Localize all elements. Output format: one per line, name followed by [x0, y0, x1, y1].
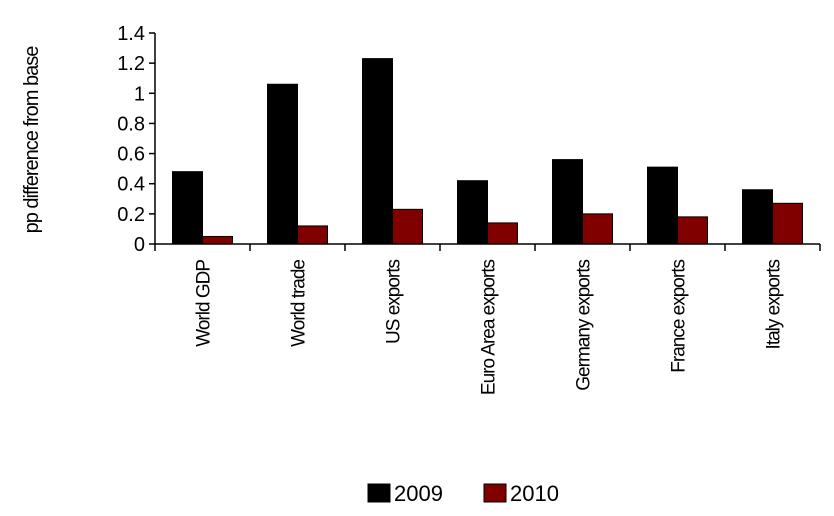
y-tick-label: 0.6	[117, 144, 145, 166]
bar-2009	[457, 180, 488, 245]
x-axis: World GDP World trade US exports Euro Area …	[154, 243, 821, 396]
bar-2010	[772, 202, 803, 245]
x-category-label: World GDP	[194, 260, 215, 347]
bar-2010	[582, 213, 613, 245]
y-tick-label: 0	[134, 234, 145, 256]
y-tick-label: 1.4	[117, 23, 145, 45]
bar-2009	[172, 171, 203, 245]
bar-2010	[297, 225, 328, 245]
x-category-label: France exports	[669, 260, 690, 373]
bar-2010	[202, 235, 233, 245]
bar-2010	[392, 208, 423, 245]
y-tick-label: 0.8	[117, 113, 145, 135]
y-tick-label: 1.2	[117, 53, 145, 75]
bar-2009	[647, 166, 678, 245]
y-axis: 0 0.2 0.4 0.6 0.8 1 1.2 1.4	[117, 23, 156, 256]
y-tick-label: 0.2	[117, 204, 145, 226]
x-category-label: Italy exports	[764, 260, 785, 350]
bar-2010	[487, 222, 518, 245]
legend-label-2009: 2009	[394, 481, 443, 506]
legend-swatch-2009	[367, 483, 391, 503]
bar-2009	[742, 189, 773, 245]
legend-swatch-2010	[483, 483, 507, 503]
bar-2009	[362, 58, 393, 245]
bar-2009	[267, 83, 298, 245]
x-category-label: World trade	[289, 260, 310, 347]
x-category-label: Germany exports	[574, 260, 595, 391]
bar-2010	[677, 216, 708, 245]
bars	[172, 58, 803, 245]
legend-label-2010: 2010	[510, 481, 559, 506]
y-tick-label: 1	[134, 83, 145, 105]
y-axis-title: pp difference from base	[21, 46, 43, 234]
x-category-label: Euro Area exports	[479, 260, 500, 396]
y-tick-label: 0.4	[117, 174, 145, 196]
x-category-label: US exports	[384, 260, 405, 344]
bar-2009	[552, 159, 583, 245]
legend: 2009 2010	[367, 481, 559, 506]
